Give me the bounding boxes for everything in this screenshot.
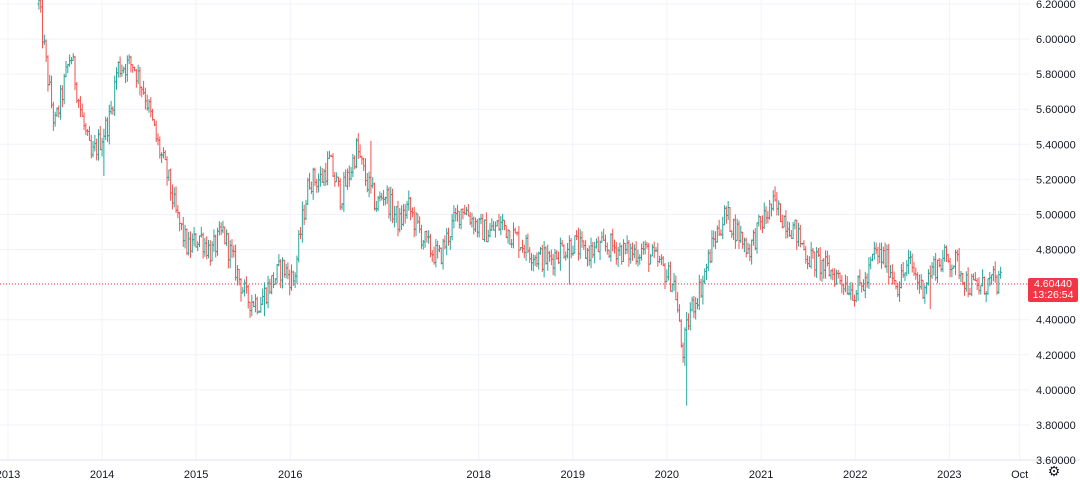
y-tick-label: 4.40000 (1036, 315, 1076, 327)
y-tick-label: 4.00000 (1036, 385, 1076, 397)
x-tick-label: 2020 (655, 469, 679, 481)
y-tick-label: 5.60000 (1036, 104, 1076, 116)
x-tick-label: 2014 (90, 469, 114, 481)
x-tick-label: 2021 (749, 469, 773, 481)
bar-countdown: 13:26:54 (1032, 288, 1074, 301)
x-tick-label: 2016 (278, 469, 302, 481)
y-tick-label: 3.80000 (1036, 420, 1076, 432)
settings-icon[interactable]: ⚙ (1047, 463, 1061, 479)
x-tick-label: 2022 (843, 469, 867, 481)
y-tick-label: 6.00000 (1036, 34, 1076, 46)
x-tick-label: 2023 (937, 469, 961, 481)
price-axis[interactable]: 6.20000 6.00000 5.80000 5.60000 5.40000 5.200… (1036, 0, 1076, 467)
x-tick-label: 2019 (560, 469, 584, 481)
y-tick-label: 6.20000 (1036, 0, 1076, 11)
y-tick-label: 5.80000 (1036, 69, 1076, 81)
x-tick-label: 2018 (466, 469, 490, 481)
last-price-tag: 4.60440 13:26:54 (1028, 277, 1078, 302)
y-tick-label: 4.80000 (1036, 245, 1076, 257)
grid (0, 0, 1080, 461)
y-tick-label: 5.00000 (1036, 209, 1076, 221)
time-axis[interactable]: 2013 2014 2015 2016 2018 2019 2020 2021 2022 2023… (0, 469, 1028, 481)
price-bars (37, 0, 1003, 406)
y-tick-label: 3.60000 (1036, 455, 1076, 467)
x-tick-label: 2015 (184, 469, 208, 481)
x-tick-label: Oct (1011, 469, 1028, 481)
y-tick-label: 4.20000 (1036, 350, 1076, 362)
y-tick-label: 5.40000 (1036, 139, 1076, 151)
x-tick-label: 2013 (0, 469, 20, 481)
last-price-value: 4.60440 (1034, 277, 1072, 290)
y-tick-label: 5.20000 (1036, 174, 1076, 186)
